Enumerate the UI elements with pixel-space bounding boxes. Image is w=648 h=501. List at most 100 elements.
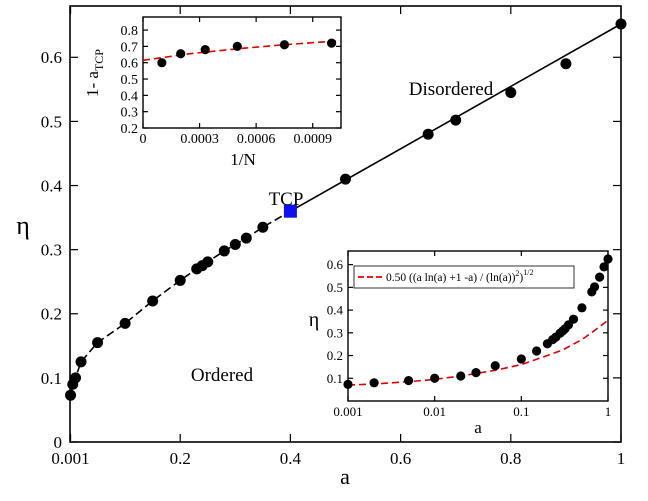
inset-bottom-x-axis-label: a: [474, 418, 482, 437]
x-tick-label: 0.001: [51, 449, 89, 468]
y-tick-label: 0.3: [327, 325, 343, 340]
x-tick-label: 0.6: [390, 449, 411, 468]
x-tick-label: 0.2: [170, 449, 191, 468]
main-y-axis-label: η: [16, 211, 30, 240]
ordered-data-point: [147, 295, 159, 307]
main-plot-frame: [69, 5, 622, 443]
inset-top-data-point: [157, 58, 167, 68]
ordered-region-label: Ordered: [191, 365, 254, 386]
inset-top-y-axis-label: 1- aTCP: [83, 49, 106, 97]
ordered-data-point: [75, 356, 87, 368]
inset-top-plot: 0 0.0003 0.0006 0.0009 0.20.3 0.40.50.6 0.70.8…: [83, 16, 342, 169]
y-tick-label: 0.5: [327, 280, 343, 295]
inset-top-data-point: [326, 38, 337, 48]
ordered-data-point: [174, 274, 186, 286]
x-tick-label: 0.0003: [180, 132, 219, 147]
legend-box: [353, 265, 575, 289]
inset-bottom-data-point: [531, 346, 542, 356]
inset-top-data-point: [200, 45, 210, 55]
y-tick-label: 0.1: [327, 371, 343, 386]
y-tick-label: 0.4: [121, 89, 139, 104]
inset-bottom-data-point: [369, 378, 379, 388]
legend-text-sup1: 2: [515, 269, 519, 278]
inset-bottom-fit-line: [347, 319, 609, 386]
y-tick-label: 0.2: [41, 305, 62, 324]
inset-bottom-data-point: [589, 282, 600, 292]
disordered-data-point: [450, 114, 462, 126]
disordered-data-point: [505, 87, 517, 99]
inset-bottom-plot: 0.001 0.01 0.1 1 0.1 0.2 0.3 0.4 0.5 0.6 a η 0.50…: [309, 250, 613, 437]
ordered-data-point: [70, 372, 82, 384]
x-tick-label: 0.001: [333, 404, 362, 419]
ordered-data-point: [119, 317, 131, 329]
y-tick-label: 0.6: [327, 257, 344, 272]
legend-text-main: 0.50 ((a ln(a) +1 -a) / (ln(a)): [386, 272, 516, 284]
inset-bottom-data-point: [577, 303, 587, 313]
disordered-data-point: [340, 173, 351, 185]
y-tick-label: 0.6: [41, 48, 62, 67]
y-tick-label: 0.4: [327, 303, 344, 318]
ordered-data-point: [202, 256, 214, 268]
inset-top-x-axis-label: 1/N: [230, 150, 256, 169]
tcp-marker: [283, 204, 297, 218]
inset-top-data-point: [232, 41, 242, 51]
inset-top-frame: [142, 16, 342, 129]
inset-bottom-data-point: [595, 272, 605, 282]
x-tick-label: 0.1: [513, 404, 529, 419]
inset-bottom-data-point: [456, 371, 466, 381]
y-tick-label: 0.5: [41, 112, 62, 131]
ordered-data-point: [218, 245, 230, 257]
y-tick-label: 0.1: [41, 369, 62, 388]
main-plot: 0.001 0.2 0.4 0.6 0.8 100.10.20.30.40.50.6 a …: [16, 5, 627, 489]
inset-bottom-data-point: [599, 262, 609, 272]
inset-bottom-data-point: [568, 314, 579, 324]
x-tick-label: 1: [605, 404, 612, 419]
inset-bottom-data-point: [490, 361, 500, 371]
disordered-data-point: [560, 58, 572, 70]
inset-bottom-data-point: [343, 379, 353, 390]
y-tick-label: 0: [54, 433, 63, 452]
main-ticks: 0.001 0.2 0.4 0.6 0.8 100.10.20.30.40.50.6: [41, 6, 626, 468]
x-tick-label: 1: [617, 449, 626, 468]
inset-bottom-data-point: [471, 367, 481, 378]
ordered-data-point: [92, 337, 104, 349]
inset-top-y-axis-label-main: 1- a: [83, 71, 102, 97]
y-tick-label: 0.2: [121, 122, 139, 137]
inset-bottom-data-point: [603, 254, 613, 264]
inset-top-data-point: [279, 40, 290, 50]
legend-text-mid: ): [519, 272, 523, 284]
inset-top-ticks: 0 0.0003 0.0006 0.0009 0.20.3 0.40.50.6 0.70.8: [121, 17, 341, 147]
inset-bottom-data-point: [403, 375, 414, 386]
ordered-data-point: [240, 232, 252, 244]
inset-top-y-axis-label-sub: TCP: [92, 49, 106, 71]
ordered-data-point: [229, 239, 241, 251]
inset-bottom-y-axis-label: η: [309, 309, 319, 331]
y-tick-label: 0.5: [121, 73, 139, 88]
legend-text: 0.50 ((a ln(a) +1 -a) / (ln(a))2)1/2: [386, 268, 534, 284]
y-tick-label: 0.3: [41, 241, 62, 260]
disordered-region-label: Disordered: [409, 79, 494, 100]
inset-bottom-data-point: [430, 373, 440, 383]
disordered-data-point: [422, 128, 434, 140]
tcp-label: TCP: [269, 189, 304, 210]
y-tick-label: 0.6: [121, 57, 139, 72]
x-tick-label: 0: [140, 132, 147, 147]
y-tick-label: 0.8: [121, 24, 139, 39]
inset-bottom-legend: 0.50 ((a ln(a) +1 -a) / (ln(a))2)1/2: [353, 265, 575, 289]
y-tick-label: 0.3: [121, 106, 139, 121]
x-tick-label: 0.01: [423, 404, 446, 419]
y-tick-label: 0.7: [121, 40, 139, 55]
y-tick-label: 0.4: [41, 176, 63, 195]
inset-top-series: [142, 38, 342, 68]
inset-top-data-point: [176, 49, 186, 59]
x-tick-label: 0.0009: [293, 132, 332, 147]
main-series: [65, 18, 627, 401]
disordered-data-point: [615, 18, 627, 30]
ordered-branch-line: [69, 210, 291, 396]
y-tick-label: 0.2: [327, 348, 343, 363]
ordered-data-point: [65, 389, 77, 401]
ordered-data-point: [257, 221, 269, 233]
x-tick-label: 0.4: [280, 449, 302, 468]
inset-bottom-data-point: [516, 354, 526, 364]
